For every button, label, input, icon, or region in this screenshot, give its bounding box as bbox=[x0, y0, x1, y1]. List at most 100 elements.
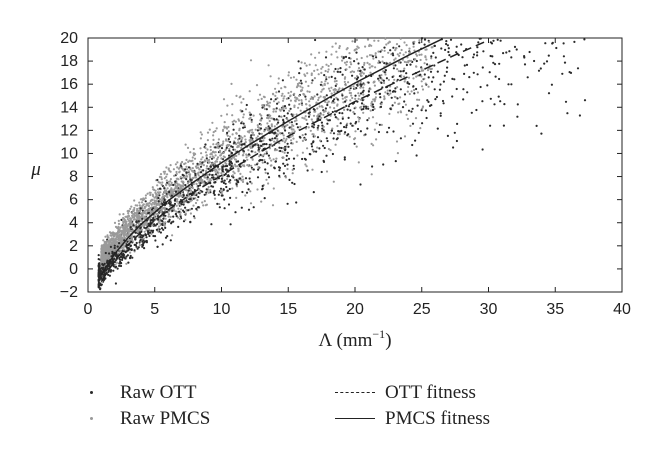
data-point bbox=[245, 153, 248, 156]
data-point bbox=[425, 58, 428, 61]
data-point bbox=[220, 152, 223, 155]
data-point bbox=[436, 127, 439, 130]
data-point bbox=[353, 60, 356, 63]
data-point bbox=[348, 52, 351, 55]
data-point bbox=[217, 168, 221, 171]
data-point bbox=[164, 189, 167, 192]
data-point bbox=[316, 136, 320, 139]
data-point bbox=[119, 239, 122, 243]
data-point bbox=[238, 141, 241, 144]
data-point bbox=[201, 201, 204, 204]
data-point bbox=[307, 112, 310, 115]
data-point bbox=[383, 97, 386, 100]
data-point bbox=[316, 146, 319, 149]
data-point bbox=[139, 236, 142, 239]
data-point bbox=[332, 99, 335, 103]
data-point bbox=[169, 215, 172, 218]
data-point bbox=[224, 168, 227, 171]
data-point bbox=[372, 98, 375, 101]
data-point bbox=[123, 230, 126, 233]
data-point bbox=[252, 133, 256, 137]
data-point bbox=[420, 80, 423, 83]
data-point bbox=[343, 156, 346, 159]
data-point bbox=[134, 238, 137, 241]
data-point bbox=[315, 101, 318, 104]
data-point bbox=[160, 183, 163, 186]
data-point bbox=[140, 201, 144, 204]
legend-dot-raw-pmcs bbox=[80, 406, 110, 432]
data-point bbox=[312, 141, 315, 144]
data-point bbox=[265, 108, 268, 111]
data-point bbox=[125, 229, 128, 232]
data-point bbox=[294, 99, 297, 102]
data-point bbox=[357, 97, 360, 100]
data-point bbox=[543, 62, 546, 65]
data-point bbox=[389, 49, 392, 52]
data-point bbox=[144, 194, 147, 197]
data-point bbox=[282, 137, 285, 140]
data-point bbox=[463, 72, 466, 75]
data-point bbox=[309, 153, 312, 156]
data-point bbox=[101, 255, 104, 258]
data-point bbox=[430, 80, 434, 83]
y-tick-label: 10 bbox=[60, 145, 78, 162]
data-point bbox=[383, 62, 386, 65]
data-point bbox=[360, 108, 363, 111]
data-point bbox=[176, 200, 179, 203]
data-point bbox=[144, 200, 147, 203]
data-point bbox=[124, 215, 127, 218]
data-point bbox=[152, 207, 155, 210]
data-point bbox=[102, 266, 105, 269]
data-point bbox=[523, 55, 526, 58]
x-tick-label: 10 bbox=[213, 301, 231, 318]
data-point bbox=[128, 222, 131, 225]
data-point bbox=[403, 135, 407, 138]
data-point bbox=[399, 52, 402, 55]
data-point bbox=[275, 148, 278, 152]
data-point bbox=[193, 157, 197, 160]
data-point bbox=[345, 126, 348, 129]
data-point bbox=[405, 72, 408, 75]
data-point bbox=[336, 124, 339, 128]
data-point bbox=[266, 104, 269, 107]
data-point bbox=[314, 38, 317, 42]
data-point bbox=[150, 198, 153, 201]
data-point bbox=[225, 126, 228, 129]
data-point bbox=[489, 97, 492, 100]
data-point bbox=[209, 156, 212, 159]
data-point bbox=[129, 217, 132, 220]
data-point bbox=[215, 143, 218, 146]
data-point bbox=[380, 81, 383, 84]
data-point bbox=[132, 224, 135, 227]
data-point bbox=[302, 93, 305, 96]
data-point bbox=[143, 205, 146, 208]
data-point bbox=[269, 164, 272, 167]
data-point bbox=[100, 260, 103, 263]
data-point bbox=[327, 147, 330, 151]
data-point bbox=[218, 149, 222, 152]
data-point bbox=[156, 245, 159, 248]
data-point bbox=[386, 131, 389, 134]
data-point bbox=[127, 229, 130, 232]
data-point bbox=[385, 77, 388, 80]
data-point bbox=[213, 162, 216, 165]
data-point bbox=[147, 222, 150, 225]
data-point bbox=[164, 217, 167, 220]
data-point bbox=[139, 239, 142, 242]
y-axis-label: μ bbox=[30, 159, 41, 180]
data-point bbox=[212, 192, 215, 195]
data-point bbox=[221, 144, 224, 147]
data-point bbox=[154, 189, 157, 192]
data-point bbox=[192, 147, 195, 151]
data-point bbox=[186, 182, 189, 185]
data-point bbox=[218, 202, 221, 206]
data-point bbox=[241, 190, 244, 194]
data-point bbox=[387, 126, 391, 129]
data-point bbox=[129, 207, 132, 210]
data-point bbox=[184, 162, 187, 165]
data-point bbox=[291, 181, 294, 184]
data-point bbox=[168, 193, 171, 196]
data-point bbox=[104, 235, 107, 238]
data-point bbox=[231, 114, 234, 117]
data-point bbox=[369, 71, 372, 74]
